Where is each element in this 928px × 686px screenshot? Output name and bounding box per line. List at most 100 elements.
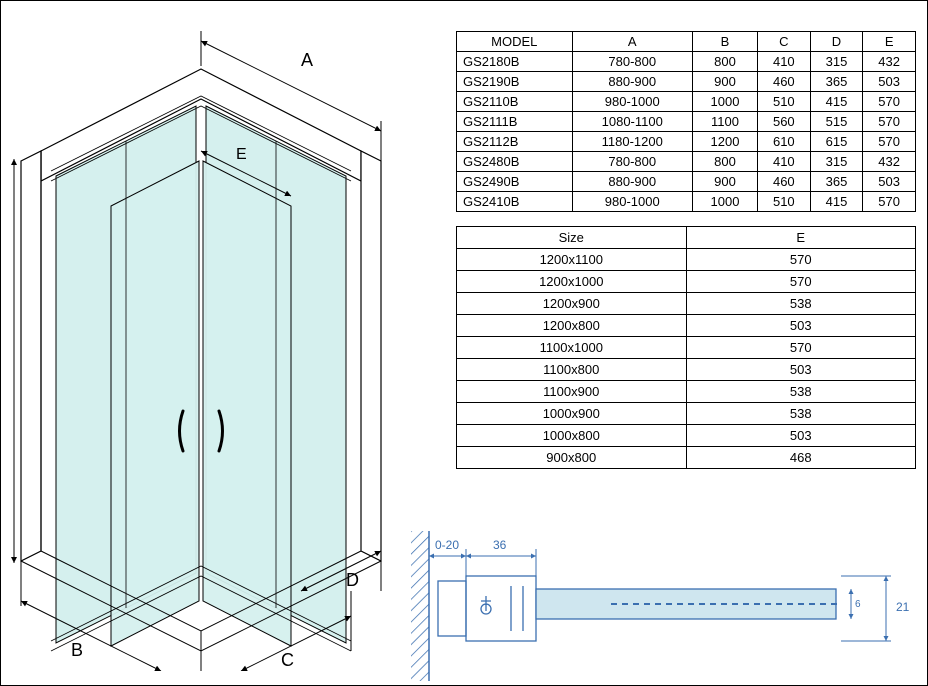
model-table-header: A [572,32,692,52]
table-row: 1200x800503 [457,315,916,337]
table-cell: 315 [810,52,863,72]
table-row: GS2410B980-10001000510415570 [457,192,916,212]
page-frame: A E 1900 [0,0,928,686]
table-row: GS2190B880-900900460365503 [457,72,916,92]
table-cell: 538 [686,381,916,403]
table-row: GS2480B780-800800410315432 [457,152,916,172]
table-cell: 315 [810,152,863,172]
table-cell: 570 [686,337,916,359]
table-cell: 980-1000 [572,92,692,112]
table-cell: 1100x800 [457,359,687,381]
table-cell: 570 [863,132,916,152]
table-cell: 515 [810,112,863,132]
table-cell: 1200 [692,132,757,152]
table-cell: 1000x900 [457,403,687,425]
dim-label-b: B [71,640,83,660]
table-row: GS2180B780-800800410315432 [457,52,916,72]
table-cell: 1100x1000 [457,337,687,359]
table-row: 900x800468 [457,447,916,469]
table-cell: 432 [863,52,916,72]
table-cell: 415 [810,92,863,112]
model-table-header: E [863,32,916,52]
table-cell: GS2410B [457,192,573,212]
model-table-header: B [692,32,757,52]
table-cell: GS2112B [457,132,573,152]
table-row: GS2490B880-900900460365503 [457,172,916,192]
table-cell: 410 [758,52,811,72]
table-cell: 1000 [692,92,757,112]
tables-region: MODELABCDE GS2180B780-800800410315432GS2… [456,31,916,469]
table-cell: 460 [758,72,811,92]
table-cell: 900 [692,172,757,192]
table-row: 1200x900538 [457,293,916,315]
table-cell: GS2110B [457,92,573,112]
detail-dim-gap: 0-20 [435,538,459,552]
dim-label-d: D [346,570,359,590]
table-cell: 1200x800 [457,315,687,337]
table-cell: 1200x900 [457,293,687,315]
table-cell: 900x800 [457,447,687,469]
table-row: 1000x800503 [457,425,916,447]
table-cell: 610 [758,132,811,152]
model-table-header: C [758,32,811,52]
table-cell: 503 [863,172,916,192]
table-cell: 503 [686,315,916,337]
table-row: GS2112B1180-12001200610615570 [457,132,916,152]
table-cell: 1200x1100 [457,249,687,271]
table-cell: 570 [863,92,916,112]
table-cell: 410 [758,152,811,172]
table-cell: 1080-1100 [572,112,692,132]
table-cell: 365 [810,72,863,92]
table-cell: 800 [692,52,757,72]
table-cell: 1100 [692,112,757,132]
table-row: 1100x1000570 [457,337,916,359]
table-cell: GS2180B [457,52,573,72]
table-cell: 510 [758,192,811,212]
profile-detail: 0-20 36 21 6 [411,531,921,681]
table-cell: GS2111B [457,112,573,132]
dim-height: 1900 [11,340,14,371]
detail-dim-profile: 36 [493,538,507,552]
table-row: GS2110B980-10001000510415570 [457,92,916,112]
detail-dim-height: 21 [896,600,910,614]
table-cell: 1000x800 [457,425,687,447]
table-row: 1200x1100570 [457,249,916,271]
table-cell: 365 [810,172,863,192]
table-cell: GS2480B [457,152,573,172]
table-cell: 538 [686,293,916,315]
dim-label-a: A [301,50,313,70]
table-cell: 780-800 [572,152,692,172]
table-cell: 615 [810,132,863,152]
table-cell: GS2190B [457,72,573,92]
table-row: 1100x900538 [457,381,916,403]
table-row: 1200x1000570 [457,271,916,293]
model-table-header: MODEL [457,32,573,52]
model-table-header: D [810,32,863,52]
table-cell: 880-900 [572,72,692,92]
table-cell: 1100x900 [457,381,687,403]
size-table-header: Size [457,227,687,249]
table-cell: 1180-1200 [572,132,692,152]
isometric-drawing: A E 1900 [11,31,431,671]
table-cell: 432 [863,152,916,172]
table-cell: 880-900 [572,172,692,192]
table-cell: 570 [686,271,916,293]
table-row: 1100x800503 [457,359,916,381]
table-cell: 468 [686,447,916,469]
table-cell: 503 [686,359,916,381]
table-cell: 780-800 [572,52,692,72]
table-cell: GS2490B [457,172,573,192]
table-cell: 980-1000 [572,192,692,212]
table-row: GS2111B1080-11001100560515570 [457,112,916,132]
table-cell: 415 [810,192,863,212]
model-table: MODELABCDE GS2180B780-800800410315432GS2… [456,31,916,212]
table-cell: 510 [758,92,811,112]
dim-label-e: E [236,146,247,163]
table-cell: 503 [686,425,916,447]
table-row: 1000x900538 [457,403,916,425]
detail-dim-glass: 6 [855,599,861,610]
table-cell: 900 [692,72,757,92]
table-cell: 1000 [692,192,757,212]
table-cell: 560 [758,112,811,132]
size-table-header: E [686,227,916,249]
